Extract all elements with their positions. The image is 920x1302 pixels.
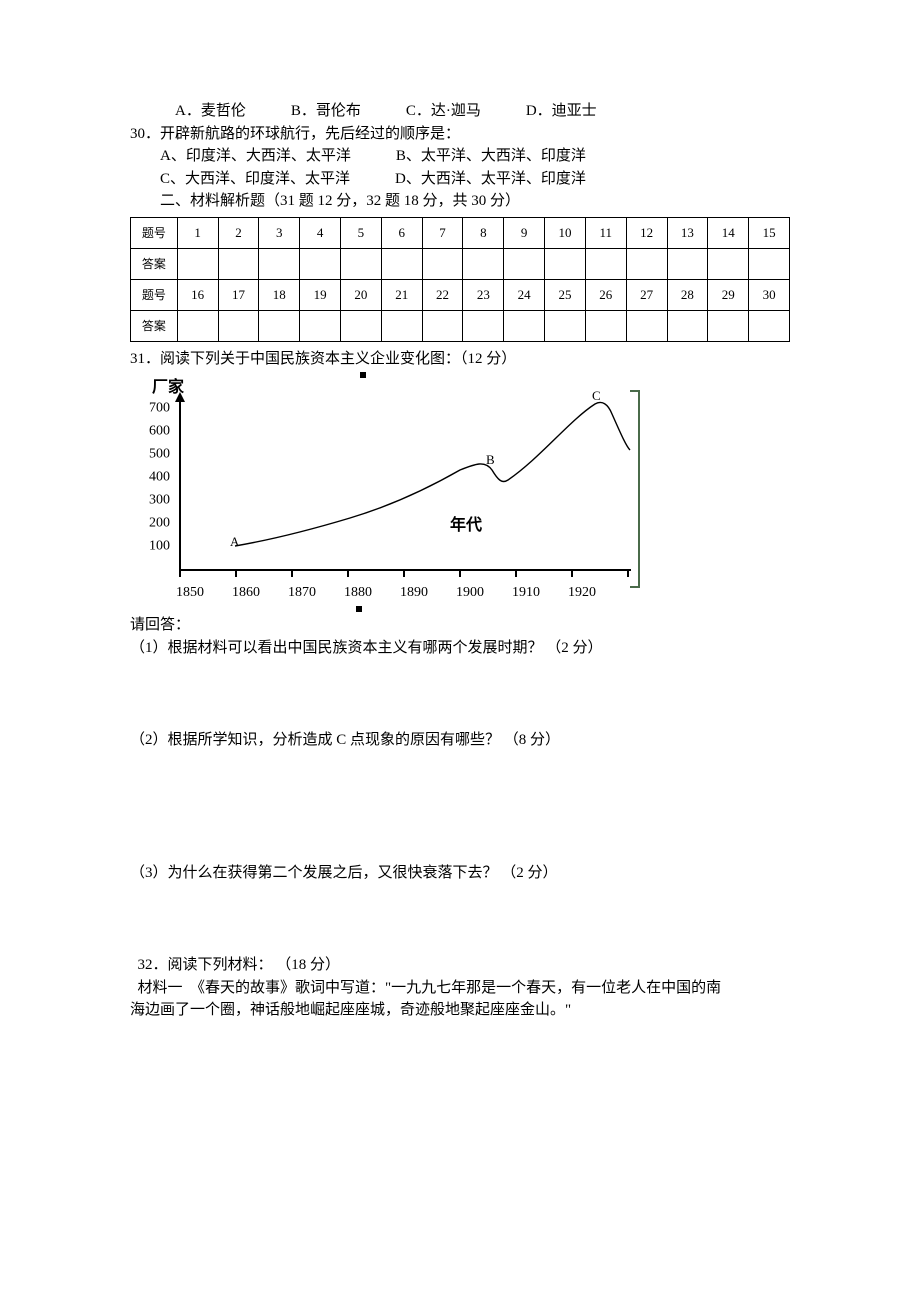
grid-answer-cell[interactable] — [708, 310, 749, 341]
grid-answer-cell[interactable] — [422, 248, 463, 279]
grid-answer-cell[interactable] — [504, 248, 545, 279]
grid-answer-cell[interactable] — [218, 310, 259, 341]
section2-title: 二、材料解析题（31 题 12 分，32 题 18 分，共 30 分） — [130, 190, 790, 213]
grid-answer-cell[interactable] — [626, 248, 667, 279]
grid-cell: 1 — [177, 217, 218, 248]
grid-cell: 7 — [422, 217, 463, 248]
q32-material1-line1: 材料一 《春天的故事》歌词中写道："一九九七年那是一个春天，有一位老人在中国的南 — [130, 977, 790, 1000]
grid-answer-cell[interactable] — [259, 310, 300, 341]
grid-answer-cell[interactable] — [381, 310, 422, 341]
grid-answer-cell[interactable] — [585, 310, 626, 341]
grid-answer-cell[interactable] — [545, 310, 586, 341]
grid-header-2: 答案 — [131, 248, 178, 279]
grid-cell: 16 — [177, 279, 218, 310]
q29-options: A．麦哲伦 B．哥伦布 C．达·迦马 D．迪亚士 — [130, 100, 790, 123]
grid-answer-cell[interactable] — [545, 248, 586, 279]
grid-row-1: 题号 1 2 3 4 5 6 7 8 9 10 11 12 13 14 15 — [131, 217, 790, 248]
grid-answer-cell[interactable] — [177, 248, 218, 279]
grid-answer-cell[interactable] — [422, 310, 463, 341]
q32-material1-line2: 海边画了一个圈，神话般地崛起座座城，奇迹般地聚起座座金山。" — [130, 999, 790, 1022]
grid-cell: 21 — [381, 279, 422, 310]
grid-answer-cell[interactable] — [708, 248, 749, 279]
grid-cell: 8 — [463, 217, 504, 248]
grid-header-3: 题号 — [131, 279, 178, 310]
grid-cell: 22 — [422, 279, 463, 310]
grid-header-4: 答案 — [131, 310, 178, 341]
grid-answer-cell[interactable] — [300, 310, 341, 341]
grid-cell: 4 — [300, 217, 341, 248]
grid-answer-cell[interactable] — [667, 248, 708, 279]
grid-answer-cell[interactable] — [504, 310, 545, 341]
line-chart: 厂家 700 600 500 400 300 200 100 1850 1860… — [130, 372, 640, 612]
grid-answer-cell[interactable] — [626, 310, 667, 341]
grid-answer-cell[interactable] — [381, 248, 422, 279]
q31-sub1: （1）根据材料可以看出中国民族资本主义有哪两个发展时期？ （2 分） — [130, 637, 790, 660]
grid-cell: 2 — [218, 217, 259, 248]
grid-cell: 17 — [218, 279, 259, 310]
chart-line-svg — [130, 372, 640, 612]
q31-prompt: 请回答： — [130, 614, 790, 637]
grid-cell: 30 — [749, 279, 790, 310]
grid-cell: 9 — [504, 217, 545, 248]
grid-row-2: 答案 — [131, 248, 790, 279]
grid-answer-cell[interactable] — [463, 248, 504, 279]
grid-cell: 23 — [463, 279, 504, 310]
q30-stem: 30．开辟新航路的环球航行，先后经过的顺序是： — [130, 123, 790, 146]
grid-answer-cell[interactable] — [463, 310, 504, 341]
grid-cell: 26 — [585, 279, 626, 310]
grid-answer-cell[interactable] — [177, 310, 218, 341]
grid-answer-cell[interactable] — [749, 310, 790, 341]
grid-cell: 12 — [626, 217, 667, 248]
grid-cell: 25 — [545, 279, 586, 310]
chart-point-b: B — [486, 450, 495, 470]
grid-row-4: 答案 — [131, 310, 790, 341]
grid-answer-cell[interactable] — [341, 248, 382, 279]
q31-stem: 31．阅读下列关于中国民族资本主义企业变化图：（12 分） — [130, 348, 790, 371]
grid-cell: 24 — [504, 279, 545, 310]
grid-cell: 3 — [259, 217, 300, 248]
grid-answer-cell[interactable] — [259, 248, 300, 279]
grid-cell: 14 — [708, 217, 749, 248]
q30-options-cd: C、大西洋、印度洋、太平洋 D、大西洋、太平洋、印度洋 — [130, 168, 790, 191]
q31-sub3: （3）为什么在获得第二个发展之后，又很快衰落下去？ （2 分） — [130, 862, 790, 885]
chart-point-c: C — [592, 386, 601, 406]
chart-line-path — [235, 402, 630, 546]
q30-options-ab: A、印度洋、大西洋、太平洋 B、太平洋、大西洋、印度洋 — [130, 145, 790, 168]
answer-grid: 题号 1 2 3 4 5 6 7 8 9 10 11 12 13 14 15 答… — [130, 217, 790, 342]
bracket-icon — [630, 390, 640, 588]
grid-cell: 19 — [300, 279, 341, 310]
grid-cell: 13 — [667, 217, 708, 248]
grid-answer-cell[interactable] — [218, 248, 259, 279]
q31-sub2: （2）根据所学知识，分析造成 C 点现象的原因有哪些？ （8 分） — [130, 729, 790, 752]
grid-answer-cell[interactable] — [585, 248, 626, 279]
grid-cell: 11 — [585, 217, 626, 248]
grid-answer-cell[interactable] — [667, 310, 708, 341]
grid-answer-cell[interactable] — [341, 310, 382, 341]
grid-cell: 27 — [626, 279, 667, 310]
grid-header-1: 题号 — [131, 217, 178, 248]
grid-answer-cell[interactable] — [300, 248, 341, 279]
grid-cell: 10 — [545, 217, 586, 248]
grid-cell: 18 — [259, 279, 300, 310]
grid-cell: 20 — [341, 279, 382, 310]
grid-cell: 28 — [667, 279, 708, 310]
grid-cell: 6 — [381, 217, 422, 248]
grid-cell: 29 — [708, 279, 749, 310]
chart-point-a: A — [230, 532, 239, 552]
grid-answer-cell[interactable] — [749, 248, 790, 279]
grid-cell: 5 — [341, 217, 382, 248]
q32-stem: 32．阅读下列材料： （18 分） — [130, 954, 790, 977]
grid-row-3: 题号 16 17 18 19 20 21 22 23 24 25 26 27 2… — [131, 279, 790, 310]
grid-cell: 15 — [749, 217, 790, 248]
